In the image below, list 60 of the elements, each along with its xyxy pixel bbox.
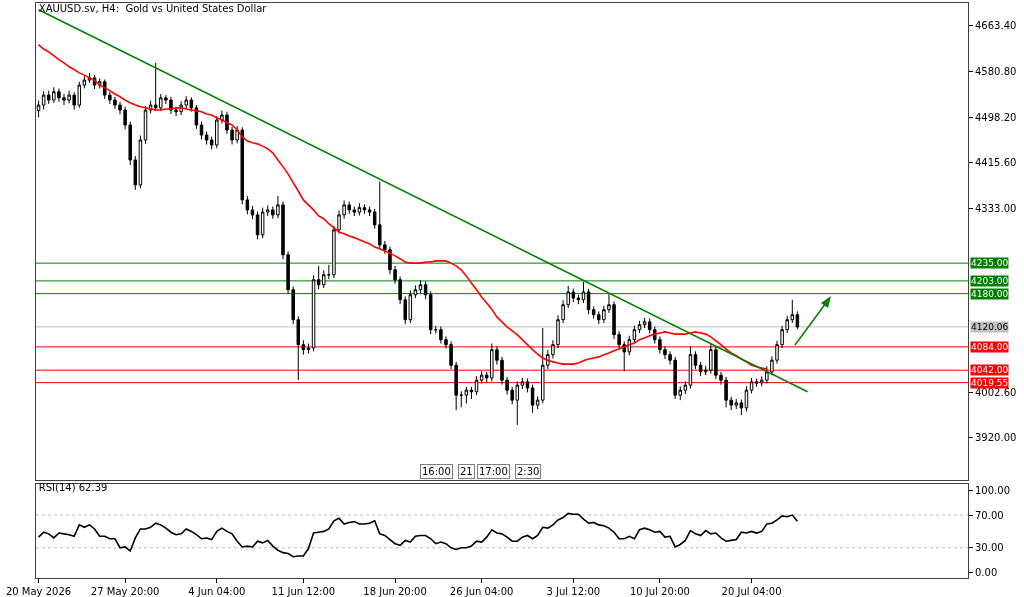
ref-line-label: 4180.00 [971,289,1009,299]
candlestick [530,384,535,414]
x-tick-label: 26 Jun 04:00 [449,586,514,597]
ref-line-label: 4084.00 [971,342,1009,352]
ref-line-label: 4235.00 [971,258,1009,268]
candlestick [749,377,754,394]
annotation: 2:30 [517,466,540,477]
candlestick [327,264,331,280]
candlestick [464,386,469,404]
ref-line-label: 4120.06 [971,322,1009,332]
candlestick [637,320,642,334]
candlestick [413,284,418,299]
candlestick [474,375,479,396]
chart-title: XAUUSD.sv, H4: Gold vs United States Dollar [38,3,268,15]
ref-line-label: 4042.00 [971,365,1009,375]
y-tick-label: 0.00 [975,566,998,578]
y-tick-label: 3920.00 [975,432,1017,444]
candlestick [688,345,693,389]
x-tick-label: 11 Jun 12:00 [271,586,336,597]
candlestick [332,225,336,279]
candlestick [367,206,372,217]
line-series [37,512,799,558]
x-tick-label: 4 Jun 04:00 [188,586,246,597]
candlestick [744,385,749,412]
candlestick [576,294,581,305]
chart-title: RSI(14) 62.39 [38,482,108,494]
y-tick-label: 100.00 [975,485,1010,497]
y-tick-label: 4580.80 [975,65,1017,77]
x-tick-label: 20 May 2026 [5,586,72,597]
candlestick [525,378,530,393]
candlestick [693,350,698,370]
y-tick-label: 4498.20 [975,111,1017,123]
candlestick [418,279,423,294]
candlestick [357,202,362,216]
ref-line-label: 4019.55 [971,378,1009,388]
candlestick [255,211,260,240]
candlestick [250,205,255,220]
annotation: 16:00 [422,466,451,477]
candlestick [586,288,591,315]
y-tick-label: 70.00 [975,509,1004,521]
annotation: 21 [460,466,473,477]
candlestick [362,203,367,215]
candlestick [632,325,637,344]
x-tick-label: 20 Jul 04:00 [721,586,782,597]
candlestick [581,281,586,304]
x-tick-label: 18 Jun 20:00 [363,586,427,597]
annotation: 17:00 [479,466,508,477]
x-tick-label: 3 Jul 12:00 [546,586,601,597]
y-tick-label: 30.00 [975,542,1004,554]
ref-line-label: 4203.00 [971,276,1009,286]
y-tick-label: 4002.60 [975,386,1017,398]
y-tick-label: 4415.60 [975,157,1017,169]
candlestick [306,343,311,355]
candlestick [199,121,204,140]
candlestick [469,386,474,400]
y-tick-label: 4663.40 [975,20,1017,32]
x-tick-label: 27 May 20:00 [90,586,160,597]
y-tick-label: 4333.00 [975,203,1017,215]
x-tick-label: 10 Jul 20:00 [629,586,690,597]
candlestick [36,100,41,118]
